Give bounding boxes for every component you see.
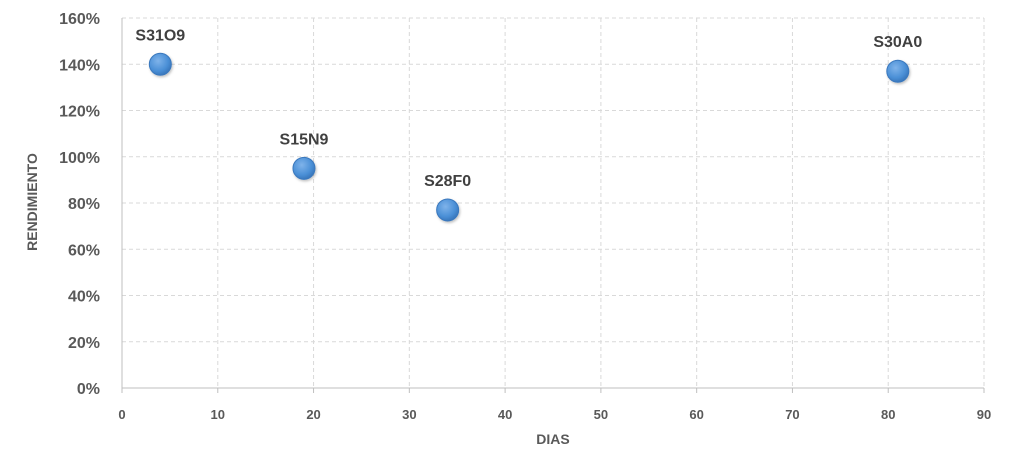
y-tick-label: 120% <box>59 104 100 121</box>
y-tick-label: 80% <box>68 196 100 213</box>
grid <box>122 17 985 388</box>
y-tick-label: 160% <box>59 11 100 28</box>
y-tick-label: 60% <box>68 242 100 259</box>
x-tick-label: 20 <box>306 407 320 422</box>
y-axis-title: RENDIMIENTO <box>24 153 40 251</box>
data-point <box>436 198 460 222</box>
x-axis-title: DIAS <box>536 431 569 447</box>
data-point <box>886 59 910 83</box>
data-point <box>292 156 316 180</box>
x-tick-label: 70 <box>785 407 799 422</box>
tick-labels: 0% 20% 40% 60% 80% 100% 120% 140% 160% 0 10 20 30 40 5… <box>59 11 991 422</box>
y-tick-label: 40% <box>68 289 100 306</box>
x-tick-label: 80 <box>881 407 895 422</box>
data-point <box>148 52 172 76</box>
y-tick-label: 100% <box>59 150 100 167</box>
axis-titles: DIAS RENDIMIENTO <box>24 153 570 447</box>
y-tick-label: 20% <box>68 335 100 352</box>
x-tick-label: 30 <box>402 407 416 422</box>
x-tick-label: 90 <box>977 407 991 422</box>
data-labels: S31O9 S15N9 S28F0 S30A0 <box>135 27 922 190</box>
data-point-label: S30A0 <box>873 34 922 51</box>
y-tick-label: 140% <box>59 57 100 74</box>
x-tick-label: 60 <box>689 407 703 422</box>
x-tick-label: 0 <box>118 407 125 422</box>
x-tick-label: 40 <box>498 407 512 422</box>
data-point-label: S31O9 <box>135 27 185 44</box>
y-tick-label: 0% <box>77 381 100 398</box>
data-point-label: S28F0 <box>424 173 471 190</box>
data-points <box>148 52 910 222</box>
data-point-label: S15N9 <box>280 131 329 148</box>
x-tick-label: 50 <box>594 407 608 422</box>
x-tick-label: 10 <box>211 407 225 422</box>
axes <box>121 18 985 393</box>
